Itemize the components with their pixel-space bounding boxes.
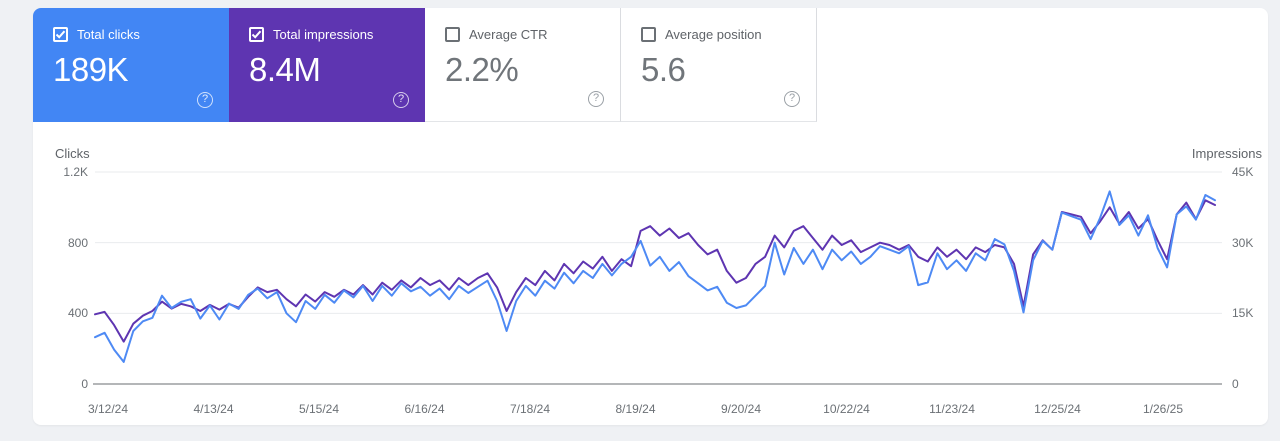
axis-tick-label: 0 bbox=[81, 377, 88, 391]
help-icon[interactable]: ? bbox=[588, 91, 604, 107]
help-icon[interactable]: ? bbox=[197, 92, 213, 108]
x-axis-date-label: 12/25/24 bbox=[1034, 402, 1081, 416]
metric-card-average-position[interactable]: Average position 5.6 ? bbox=[621, 8, 817, 122]
metric-card-total-clicks[interactable]: Total clicks 189K ? bbox=[33, 8, 229, 122]
help-icon[interactable]: ? bbox=[784, 91, 800, 107]
x-axis-date-label: 5/15/24 bbox=[298, 402, 340, 416]
performance-panel: Total clicks 189K ? Total impressions 8.… bbox=[33, 8, 1268, 425]
x-axis-date-label: 3/12/24 bbox=[87, 402, 129, 416]
x-axis-date-label: 4/13/24 bbox=[193, 402, 234, 416]
metric-label: Average CTR bbox=[469, 27, 548, 42]
metric-value: 8.4M bbox=[249, 51, 321, 88]
metric-label: Total impressions bbox=[273, 27, 374, 42]
checkbox-unchecked-icon[interactable] bbox=[641, 27, 656, 42]
metric-cards-row: Total clicks 189K ? Total impressions 8.… bbox=[33, 8, 1268, 122]
axis-tick-label: 30K bbox=[1232, 235, 1254, 250]
metric-label: Total clicks bbox=[77, 27, 140, 42]
x-axis-date-label: 9/20/24 bbox=[720, 402, 762, 416]
axis-tick-label: 800 bbox=[67, 235, 88, 250]
axis-tick-label: 45K bbox=[1232, 165, 1254, 179]
checkbox-unchecked-icon[interactable] bbox=[445, 27, 460, 42]
x-axis-date-label: 6/16/24 bbox=[404, 402, 445, 416]
x-axis-date-label: 11/23/24 bbox=[929, 402, 975, 416]
axis-tick-label: 15K bbox=[1232, 306, 1254, 321]
axis-tick-label: 0 bbox=[1232, 377, 1239, 391]
metric-card-average-ctr[interactable]: Average CTR 2.2% ? bbox=[425, 8, 621, 122]
x-axis-date-label: 8/19/24 bbox=[615, 402, 656, 416]
series-right bbox=[94, 199, 1216, 343]
metric-value: 2.2% bbox=[445, 51, 519, 88]
left-axis-title: Clicks bbox=[55, 146, 90, 161]
help-icon[interactable]: ? bbox=[393, 92, 409, 108]
performance-chart[interactable] bbox=[93, 171, 1222, 385]
metric-card-total-impressions[interactable]: Total impressions 8.4M ? bbox=[229, 8, 425, 122]
right-axis-title: Impressions bbox=[1191, 146, 1262, 161]
axis-tick-label: 1.2K bbox=[63, 165, 88, 179]
x-axis-date-label: 7/18/24 bbox=[509, 402, 551, 416]
x-axis-date-label: 1/26/25 bbox=[1142, 402, 1184, 416]
checkbox-checked-icon[interactable] bbox=[53, 27, 68, 42]
x-axis-date-label: 10/22/24 bbox=[823, 402, 870, 416]
series-left bbox=[94, 190, 1216, 363]
metric-value: 189K bbox=[53, 51, 129, 88]
metric-label: Average position bbox=[665, 27, 762, 42]
checkbox-checked-icon[interactable] bbox=[249, 27, 264, 42]
metric-value: 5.6 bbox=[641, 51, 686, 88]
axis-tick-label: 400 bbox=[67, 306, 88, 321]
